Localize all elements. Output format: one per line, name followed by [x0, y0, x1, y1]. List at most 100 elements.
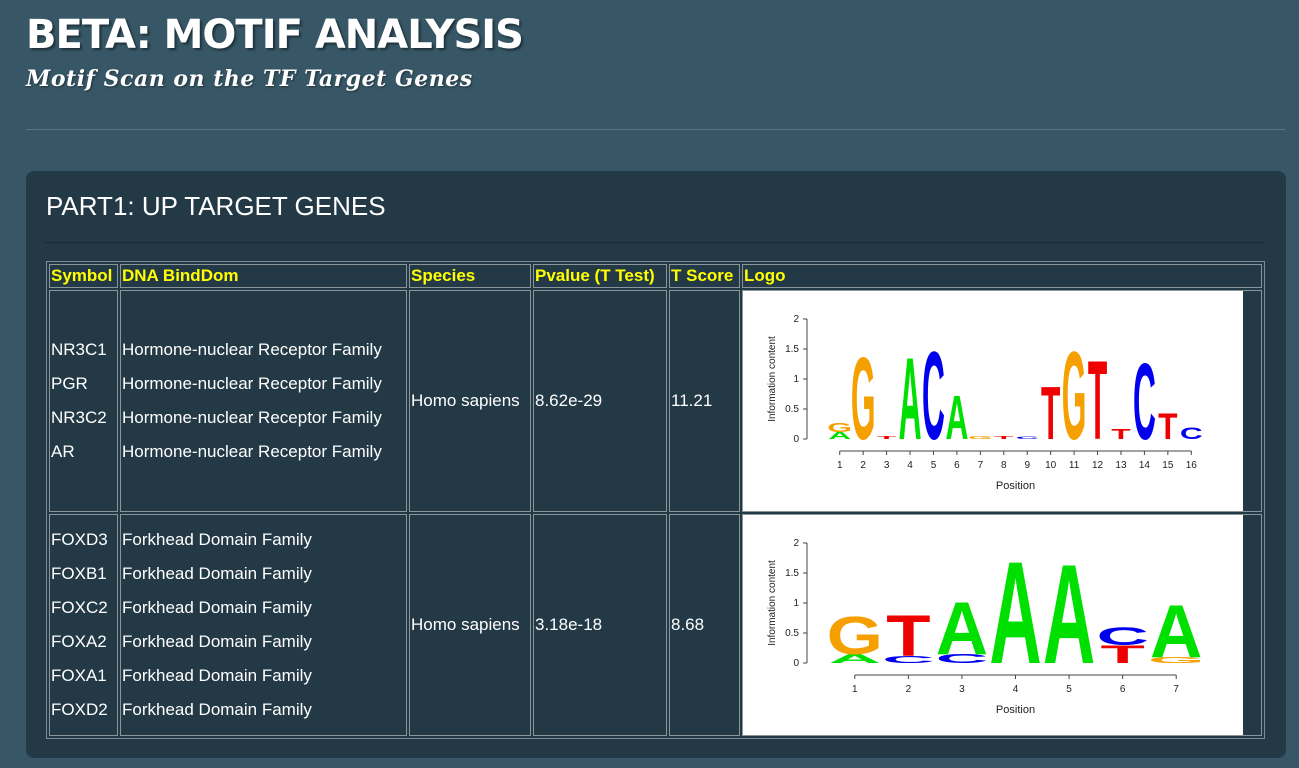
symbol-text: FOXD3 — [51, 530, 108, 549]
logo-letter-t: T — [886, 603, 930, 669]
results-panel: PART1: UP TARGET GENES Symbol DNA BindDo… — [26, 171, 1286, 758]
column-header-dna-binddom: DNA BindDom — [120, 264, 407, 288]
logo-letter-a: A — [1150, 589, 1202, 673]
tscore-cell: 11.21 — [669, 290, 740, 512]
domain-text: Forkhead Domain Family — [122, 700, 312, 719]
symbol-text: FOXB1 — [51, 564, 107, 583]
x-tick-label: 4 — [1013, 684, 1019, 695]
domain-text: Hormone-nuclear Receptor Family — [122, 442, 382, 461]
logo-letter-t: T — [994, 435, 1014, 440]
y-tick-label: 1.5 — [785, 568, 799, 579]
column-header-symbol: Symbol — [49, 264, 118, 288]
logo-letter-c: C — [1096, 623, 1148, 651]
panel-title: PART1: UP TARGET GENES — [46, 191, 386, 221]
pvalue-cell: 8.62e-29 — [533, 290, 667, 512]
logo-letter-a: A — [1043, 535, 1095, 694]
motif-table: Symbol DNA BindDom Species Pvalue (T Tes… — [46, 261, 1265, 739]
pvalue-cell: 3.18e-18 — [533, 514, 667, 736]
y-tick-label: 0 — [793, 658, 799, 669]
x-tick-label: 8 — [1001, 460, 1007, 471]
x-tick-label: 13 — [1115, 460, 1127, 471]
logo-letter-t: T — [1101, 641, 1145, 669]
x-tick-label: 1 — [837, 460, 843, 471]
x-tick-label: 14 — [1139, 460, 1151, 471]
header-divider — [26, 129, 1285, 130]
y-tick-label: 1 — [793, 374, 799, 385]
domain-text: Hormone-nuclear Receptor Family — [122, 408, 382, 427]
x-tick-label: 2 — [860, 460, 866, 471]
domain-text: Forkhead Domain Family — [122, 530, 312, 549]
domain-text: Forkhead Domain Family — [122, 632, 312, 651]
logo-letter-g: G — [827, 605, 883, 666]
logo-chart: 0 0.5 1 1.5 2 Information content 1 2 3 4 5 6 7 Posit… — [767, 533, 1204, 716]
x-tick-label: 2 — [906, 684, 912, 695]
logo-cell: 0 0.5 1 1.5 2 Information content 1 2 3 4 5 6 7 Posit… — [742, 514, 1262, 736]
x-tick-label: 7 — [978, 460, 984, 471]
y-tick-label: 0.5 — [785, 404, 799, 415]
logo-letter-a: A — [829, 652, 881, 666]
y-tick-label: 2 — [793, 538, 799, 549]
table-header-row: Symbol DNA BindDom Species Pvalue (T Tes… — [49, 264, 1262, 288]
domain-text: Forkhead Domain Family — [122, 598, 312, 617]
logo-letter-c: C — [936, 652, 988, 666]
x-tick-label: 6 — [954, 460, 960, 471]
logo-letter-g: G — [968, 435, 993, 440]
domain-text: Hormone-nuclear Receptor Family — [122, 374, 382, 393]
logo-letter-c: C — [1133, 341, 1156, 462]
page-title: BETA: MOTIF ANALYSIS — [26, 12, 524, 58]
panel-divider — [44, 242, 1264, 243]
y-axis-label: Information content — [767, 560, 778, 646]
species-cell: Homo sapiens — [409, 290, 531, 512]
column-header-species: Species — [409, 264, 531, 288]
logo-letter-t: T — [1111, 426, 1130, 442]
logo-letter-t: T — [1041, 373, 1060, 456]
symbol-cell: NR3C1 PGR NR3C2 AR — [49, 290, 118, 512]
x-tick-label: 16 — [1186, 460, 1198, 471]
x-tick-label: 4 — [907, 460, 913, 471]
y-tick-label: 1 — [793, 598, 799, 609]
x-tick-label: 3 — [959, 684, 965, 695]
page-header: BETA: MOTIF ANALYSIS Motif Scan on the T… — [26, 10, 524, 92]
x-tick-label: 6 — [1120, 684, 1126, 695]
logo-letter-a: A — [828, 430, 851, 441]
x-tick-label: 11 — [1069, 460, 1080, 471]
logo-letter-g: G — [1148, 655, 1204, 664]
column-header-pvalue: Pvalue (T Test) — [533, 264, 667, 288]
logo-letter-t: T — [877, 435, 897, 440]
tscore-cell: 8.68 — [669, 514, 740, 736]
logo-letter-c: C — [1016, 436, 1039, 440]
x-tick-label: 9 — [1024, 460, 1030, 471]
table-row: NR3C1 PGR NR3C2 AR Hormone-nuclear Recep… — [49, 290, 1262, 512]
x-tick-label: 12 — [1092, 460, 1104, 471]
symbol-text: PGR — [51, 374, 88, 393]
logo-letter-g: G — [851, 335, 876, 465]
logo-letter-t: T — [1158, 407, 1177, 448]
species-cell: Homo sapiens — [409, 514, 531, 736]
x-tick-label: 7 — [1173, 684, 1179, 695]
y-tick-label: 0 — [793, 434, 799, 445]
logo-letter-c: C — [882, 654, 934, 665]
domain-text: Forkhead Domain Family — [122, 666, 312, 685]
column-header-tscore: T Score — [669, 264, 740, 288]
domain-text: Hormone-nuclear Receptor Family — [122, 340, 382, 359]
symbol-text: FOXA1 — [51, 666, 107, 685]
y-tick-label: 2 — [793, 314, 799, 325]
logo-letter-g: G — [827, 421, 852, 435]
x-axis-label: Position — [996, 480, 1035, 492]
logo-letter-a: A — [945, 382, 968, 453]
symbol-text: NR3C1 — [51, 340, 107, 359]
symbol-text: FOXC2 — [51, 598, 108, 617]
x-tick-label: 1 — [852, 684, 858, 695]
symbol-cell: FOXD3 FOXB1 FOXC2 FOXA2 FOXA1 FOXD2 — [49, 514, 118, 736]
logo-letter-a: A — [899, 335, 922, 465]
y-tick-label: 0.5 — [785, 628, 799, 639]
logo-letter-t: T — [1088, 337, 1107, 464]
y-tick-label: 1.5 — [785, 344, 799, 355]
domain-cell: Forkhead Domain Family Forkhead Domain F… — [120, 514, 407, 736]
logo-cell: 0 0.5 1 1.5 2 Information content 1 2 3 4 5 6 7 8 9 10 1… — [742, 290, 1262, 512]
column-header-logo: Logo — [742, 264, 1262, 288]
logo-letter-a: A — [989, 533, 1041, 695]
y-axis-label: Information content — [767, 336, 778, 422]
x-tick-label: 5 — [931, 460, 937, 471]
